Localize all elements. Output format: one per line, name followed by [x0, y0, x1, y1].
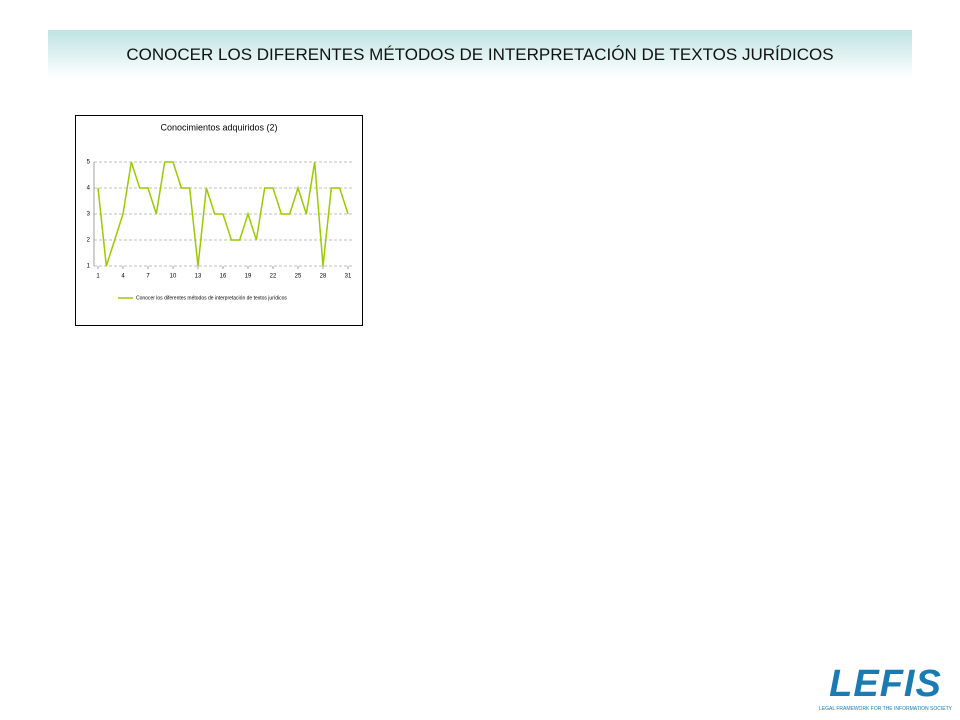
chart: Conocimientos adquiridos (2) 1 2 3 4 5 1 4 7 10 1… — [75, 115, 363, 326]
y-tick-label: 1 — [87, 264, 91, 270]
x-tick-label: 19 — [245, 274, 252, 280]
line-series — [97, 161, 349, 267]
y-tick-label: 4 — [87, 186, 91, 192]
x-tick-label: 25 — [295, 274, 302, 280]
logo: LEFIS LEGAL FRAMEWORK FOR THE INFORMATIO… — [819, 663, 952, 712]
x-tick-label: 22 — [270, 274, 277, 280]
x-tick-label: 10 — [170, 274, 177, 280]
x-tick-label: 7 — [146, 274, 150, 280]
x-tick-label: 16 — [220, 274, 227, 280]
x-tick-label: 1 — [96, 274, 100, 280]
chart-title: Conocimientos adquiridos (2) — [160, 122, 277, 132]
legend-label: Conocer los diferentes métodos de interp… — [136, 295, 287, 301]
x-tick-label: 13 — [195, 274, 202, 280]
y-tick-label: 5 — [87, 160, 91, 166]
x-tick-label: 31 — [345, 274, 352, 280]
header-bar: CONOCER LOS DIFERENTES MÉTODOS DE INTERP… — [48, 30, 912, 78]
chart-frame — [75, 115, 363, 326]
logo-text: LEFIS — [829, 663, 942, 705]
logo-tagline: LEGAL FRAMEWORK FOR THE INFORMATION SOCI… — [819, 706, 952, 712]
x-tick-label: 28 — [320, 274, 327, 280]
x-tick-label: 4 — [121, 274, 125, 280]
y-tick-label: 3 — [87, 212, 91, 218]
slide-title: CONOCER LOS DIFERENTES MÉTODOS DE INTERP… — [126, 45, 834, 64]
y-tick-label: 2 — [87, 238, 91, 244]
